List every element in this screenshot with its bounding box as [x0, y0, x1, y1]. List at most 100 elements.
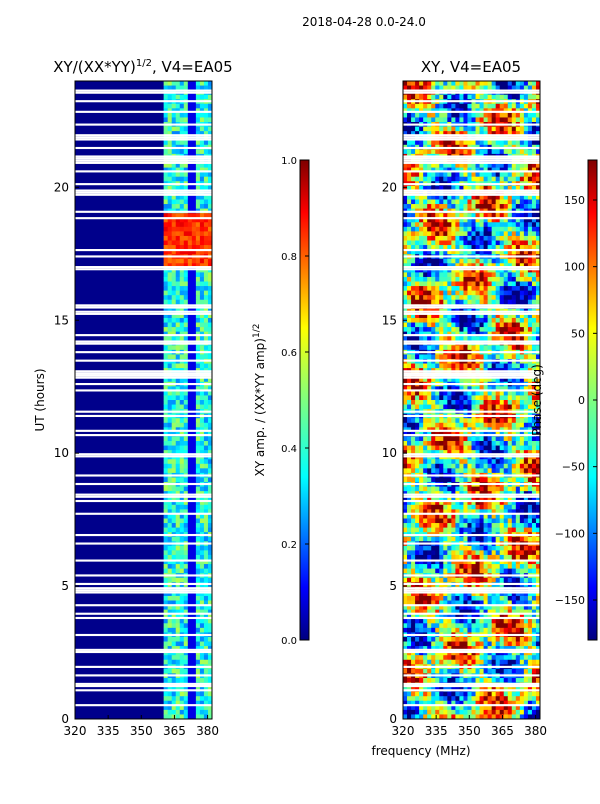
heatmap-cell: [516, 487, 520, 492]
heatmap-cell: [164, 300, 168, 305]
heatmap-cell: [427, 172, 431, 177]
heatmap-cell: [532, 295, 536, 300]
heatmap-cell: [192, 177, 196, 182]
heatmap-cell: [411, 418, 415, 423]
heatmap-cell: [528, 345, 532, 350]
heatmap-cell: [407, 259, 411, 264]
heatmap-cell: [484, 423, 488, 428]
heatmap-cell: [500, 81, 504, 86]
heatmap-cell: [463, 231, 467, 236]
heatmap-cell: [168, 318, 172, 323]
heatmap-cell: [512, 204, 516, 209]
heatmap-cell: [467, 291, 471, 296]
heatmap-cell: [512, 282, 516, 287]
heatmap-cell: [164, 204, 168, 209]
heatmap-cell: [472, 199, 476, 204]
heatmap-cell: [447, 149, 451, 154]
heatmap-cell: [512, 464, 516, 469]
heatmap-cell: [504, 172, 508, 177]
heatmap-cell: [528, 286, 532, 291]
heatmap-cell: [500, 323, 504, 328]
heatmap-cell: [403, 95, 407, 100]
heatmap-cell: [455, 345, 459, 350]
heatmap-cell: [443, 477, 447, 482]
heatmap-cell: [164, 227, 168, 232]
amplitude-y-axis-label: UT (hours): [33, 368, 47, 431]
heatmap-cell: [196, 555, 200, 560]
heatmap-cell: [196, 459, 200, 464]
heatmap-cell: [403, 505, 407, 510]
heatmap-cell: [180, 104, 184, 109]
heatmap-cell: [431, 95, 435, 100]
heatmap-cell: [168, 113, 172, 118]
heatmap-cell: [524, 459, 528, 464]
heatmap-cell: [447, 236, 451, 241]
heatmap-cell: [192, 259, 196, 264]
heatmap-cell: [184, 696, 188, 701]
heatmap-cell: [172, 327, 176, 332]
data-gap: [75, 194, 212, 196]
heatmap-cell: [172, 628, 176, 633]
heatmap-cell: [411, 149, 415, 154]
heatmap-cell: [192, 523, 196, 528]
heatmap-cell: [431, 259, 435, 264]
heatmap-cell: [512, 177, 516, 182]
heatmap-cell: [180, 345, 184, 350]
heatmap-cell: [520, 477, 524, 482]
heatmap-cell: [164, 619, 168, 624]
heatmap-cell: [176, 441, 180, 446]
heatmap-cell: [520, 318, 524, 323]
heatmap-cell: [439, 477, 443, 482]
heatmap-cell: [200, 564, 204, 569]
heatmap-cell: [504, 95, 508, 100]
heatmap-cell: [451, 468, 455, 473]
heatmap-cell: [415, 505, 419, 510]
heatmap-cell: [484, 149, 488, 154]
heatmap-cell: [188, 564, 192, 569]
heatmap-cell: [524, 127, 528, 132]
heatmap-cell: [431, 354, 435, 359]
heatmap-cell: [407, 418, 411, 423]
heatmap-cell: [480, 227, 484, 232]
heatmap-cell: [439, 241, 443, 246]
heatmap-cell: [451, 423, 455, 428]
heatmap-cell: [492, 395, 496, 400]
heatmap-cell: [524, 177, 528, 182]
heatmap-cell: [435, 459, 439, 464]
heatmap-cell: [427, 204, 431, 209]
heatmap-cell: [204, 323, 208, 328]
heatmap-cell: [463, 227, 467, 232]
heatmap-cell: [423, 464, 427, 469]
heatmap-cell: [467, 140, 471, 145]
heatmap-cell: [196, 277, 200, 282]
heatmap-cell: [492, 236, 496, 241]
heatmap-cell: [512, 395, 516, 400]
heatmap-cell: [184, 113, 188, 118]
heatmap-cell: [528, 204, 532, 209]
heatmap-cell: [504, 117, 508, 122]
heatmap-cell: [196, 468, 200, 473]
heatmap-cell: [403, 345, 407, 350]
heatmap-cell: [476, 436, 480, 441]
heatmap-cell: [403, 236, 407, 241]
heatmap-cell: [196, 596, 200, 601]
heatmap-cell: [192, 327, 196, 332]
heatmap-cell: [204, 477, 208, 482]
heatmap-cell: [403, 277, 407, 282]
heatmap-cell: [176, 227, 180, 232]
data-gap: [75, 613, 212, 615]
heatmap-cell: [423, 172, 427, 177]
heatmap-cell: [500, 477, 504, 482]
heatmap-cell: [467, 177, 471, 182]
heatmap-cell: [459, 400, 463, 405]
heatmap-cell: [172, 291, 176, 296]
heatmap-cell: [459, 354, 463, 359]
heatmap-cell: [419, 345, 423, 350]
heatmap-cell: [443, 241, 447, 246]
heatmap-cell: [180, 459, 184, 464]
data-gap: [75, 138, 212, 140]
heatmap-cell: [176, 199, 180, 204]
heatmap-cell: [451, 95, 455, 100]
heatmap-cell: [168, 518, 172, 523]
heatmap-cell: [176, 537, 180, 542]
